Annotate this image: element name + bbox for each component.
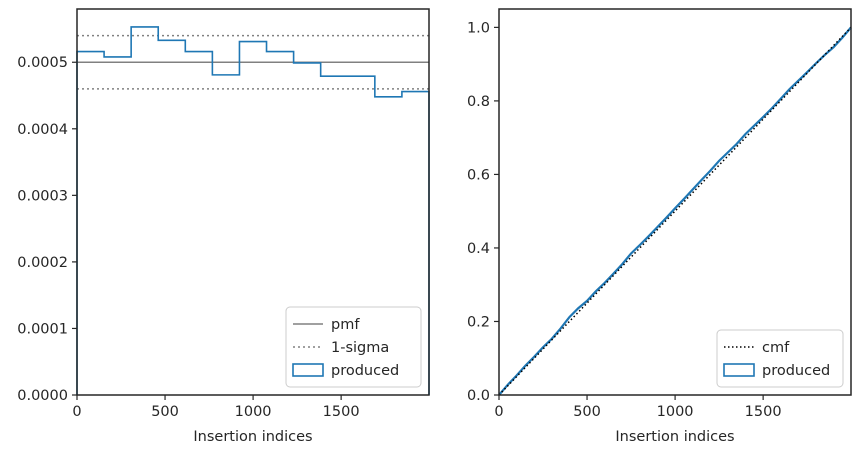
y-tick-label: 0.6: [467, 167, 490, 183]
legend-swatch-produced: [292, 363, 324, 377]
pmf-chart: 0 500 1000 1500 0.0000 0.0001 0.0002 0.0003 0.00…: [17, 8, 430, 445]
legend: cmf produced: [716, 329, 844, 388]
plot-frame: [76, 8, 430, 396]
y-tick-label: 0.0003: [17, 188, 68, 204]
x-tick-label: 500: [151, 404, 179, 420]
legend-label: 1-sigma: [331, 340, 389, 356]
x-tick-label: 1500: [323, 404, 360, 420]
x-tick-label: 0: [72, 404, 81, 420]
plot-frame: [498, 8, 852, 396]
legend-frame: [716, 329, 844, 388]
produced-histogram: [76, 26, 430, 395]
y-tick-label: 0.0000: [17, 388, 68, 404]
y-tick-label: 0.0001: [17, 321, 68, 337]
cmf-line: [498, 26, 852, 396]
legend-label: cmf: [762, 340, 790, 356]
y-tick-label: 0.2: [467, 314, 490, 330]
y-tick-label: 0.0: [467, 388, 490, 404]
y-tick-label: 1.0: [467, 20, 490, 36]
x-axis-label: Insertion indices: [193, 429, 312, 445]
x-tick-label: 1000: [235, 404, 272, 420]
y-tick-label: 0.8: [467, 94, 490, 110]
y-tick-label: 0.0005: [17, 55, 68, 71]
x-tick-label: 500: [573, 404, 601, 420]
legend-swatch-produced: [723, 363, 755, 377]
legend-label: pmf: [331, 317, 360, 333]
y-tick-label: 0.0002: [17, 255, 68, 271]
x-tick-label: 0: [494, 404, 503, 420]
legend-label: produced: [762, 363, 830, 379]
y-tick-label: 0.0004: [17, 122, 68, 138]
legend: pmf 1-sigma produced: [285, 306, 422, 388]
cmf-chart: 0 500 1000 1500 0.0 0.2 0.4 0.6 0.8 1.0 Insertion …: [467, 8, 852, 445]
y-tick-label: 0.4: [467, 241, 490, 257]
produced-cumulative: [498, 26, 852, 396]
legend-label: produced: [331, 363, 399, 379]
x-tick-label: 1000: [657, 404, 694, 420]
legend-frame: [285, 306, 422, 388]
x-axis-label: Insertion indices: [615, 429, 734, 445]
x-tick-label: 1500: [745, 404, 782, 420]
